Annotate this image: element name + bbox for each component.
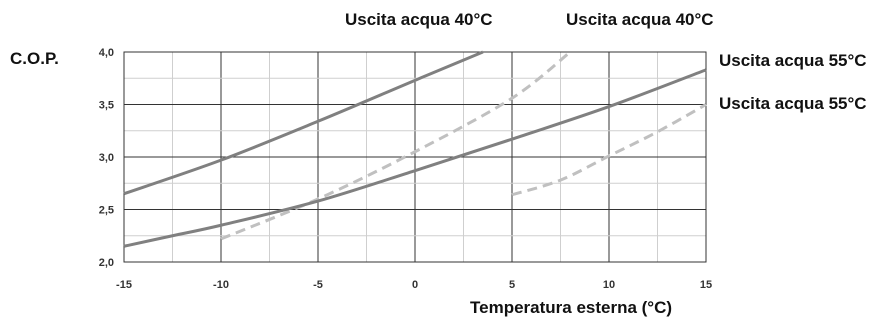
plot-frame xyxy=(123,51,707,263)
series-label-1: Uscita acqua 40°C xyxy=(345,10,493,29)
series-line-2 xyxy=(220,50,572,241)
y-tick-label: 2,5 xyxy=(99,205,114,217)
series-label-3: Uscita acqua 55°C xyxy=(719,51,867,70)
series-line-4 xyxy=(511,103,707,197)
y-tick-label: 3,0 xyxy=(99,152,114,164)
series-line-1 xyxy=(123,50,484,196)
x-tick-label: 10 xyxy=(603,279,615,291)
y-tick-label: 4,0 xyxy=(99,47,114,59)
series-group xyxy=(123,50,707,248)
y-tick-label: 2,0 xyxy=(99,257,114,269)
x-tick-label: -10 xyxy=(213,279,229,291)
x-tick-label: 5 xyxy=(509,279,515,291)
y-axis-label: C.O.P. xyxy=(10,49,59,68)
y-tick-label: 3,5 xyxy=(99,100,114,112)
tick-labels: -15 -10 -5 0 5 10 15 2,0 2,5 3,0 3,5 4,0 xyxy=(99,47,712,291)
x-tick-label: 0 xyxy=(412,279,418,291)
x-tick-label: -5 xyxy=(313,279,323,291)
x-tick-label: -15 xyxy=(116,279,132,291)
series-label-2: Uscita acqua 40°C xyxy=(566,10,714,29)
x-axis-label: Temperatura esterna (°C) xyxy=(470,298,672,317)
grid xyxy=(123,51,707,263)
series-label-4: Uscita acqua 55°C xyxy=(719,94,867,113)
x-tick-label: 15 xyxy=(700,279,712,291)
series-line-3 xyxy=(123,68,707,248)
